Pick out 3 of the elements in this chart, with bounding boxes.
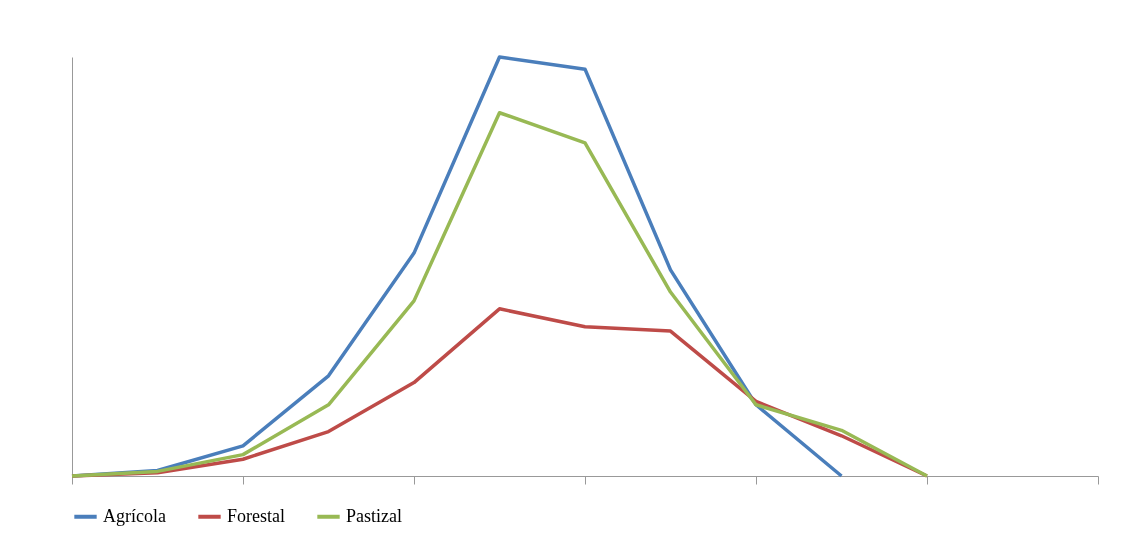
legend-label: Pastizal [346,505,402,526]
legend-label: Forestal [227,505,285,526]
legend-label: Agrícola [103,505,166,526]
